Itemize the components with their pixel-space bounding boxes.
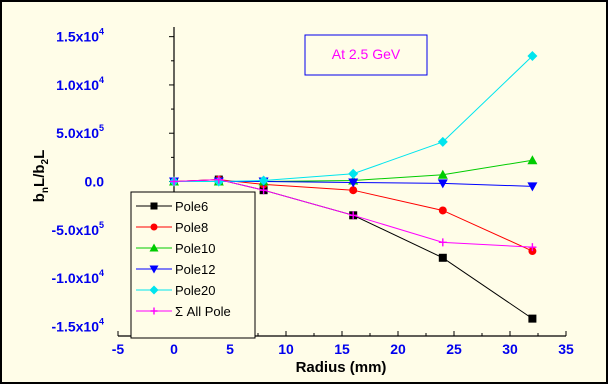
data-point (437, 169, 448, 179)
legend-label: Pole10 (175, 241, 215, 256)
legend-marker (149, 265, 159, 274)
data-point (437, 136, 448, 147)
legend-marker (150, 202, 158, 210)
y-axis-title: bnL/b2L (31, 150, 51, 203)
legend-item: Pole20 (136, 283, 215, 298)
annotation-border (304, 34, 428, 76)
data-point (348, 168, 359, 179)
x-tick-label: 30 (502, 341, 518, 357)
data-point (259, 186, 268, 195)
y-axis-title-part: L (31, 150, 48, 159)
data-point (170, 177, 178, 186)
data-point (438, 253, 447, 262)
y-tick-label: -5.0x105 (52, 220, 105, 238)
legend-label: Pole12 (175, 262, 215, 277)
data-point (527, 182, 538, 192)
data-point (214, 175, 223, 184)
y-axis-title-part: b (31, 193, 48, 202)
series-pole20 (169, 50, 538, 187)
x-axis-title: Radius (mm) (296, 359, 387, 376)
legend-marker (150, 223, 158, 231)
series-all-pole (170, 175, 537, 252)
data-point (528, 243, 537, 252)
legend-label: Pole8 (175, 220, 208, 235)
legend-item: Pole10 (136, 241, 215, 256)
x-tick-label: 10 (278, 341, 294, 357)
legend-label: Pole6 (175, 199, 208, 214)
x-tick-label: 0 (170, 341, 178, 357)
y-axis-title-subscript: 2 (40, 158, 51, 164)
legend-marker (150, 307, 158, 315)
x-tick-label: 35 (558, 341, 574, 357)
legend-item: Pole12 (136, 262, 215, 277)
y-tick-label: 0.0 (85, 174, 105, 190)
legend-box (130, 191, 256, 339)
y-tick-label: 5.0x105 (56, 123, 104, 141)
legend-label: Σ All Pole (175, 304, 231, 319)
data-point (528, 314, 537, 323)
data-point (438, 238, 447, 247)
data-point (527, 50, 538, 61)
data-point (349, 211, 358, 220)
legend-item: Σ All Pole (136, 304, 231, 319)
y-tick-label: 1.0x104 (56, 75, 104, 93)
y-axis-title-subscript: n (40, 187, 51, 193)
y-axis-title-part: L/b (31, 164, 48, 187)
annotation-text: At 2.5 GeV (332, 46, 401, 62)
data-point (349, 186, 358, 195)
data-point (438, 206, 447, 215)
y-tick-label: 1.5x104 (56, 27, 104, 45)
y-tick-label: -1.0x104 (52, 268, 105, 286)
series-line (173, 179, 533, 248)
x-tick-label: 25 (446, 341, 462, 357)
legend-marker (149, 285, 159, 295)
x-tick-label: 5 (226, 341, 234, 357)
legend: Pole6 Pole8 Pole10 Pole12 Pole20 Σ All Pole (130, 191, 256, 339)
series-layer (169, 50, 538, 323)
data-point (527, 155, 538, 165)
data-point (437, 179, 448, 189)
x-tick-label: 20 (390, 341, 406, 357)
data-point (258, 175, 269, 186)
legend-item: Pole6 (136, 199, 208, 214)
x-tick-label: -5 (112, 341, 125, 357)
series-line (174, 55, 533, 182)
legend-label: Pole20 (175, 283, 215, 298)
legend-marker (149, 243, 159, 252)
axis-ticks: -5 0 5 10 15 20 25 30 35 1.5x104 1.0x104 5.0x105 0.0… (52, 27, 574, 357)
annotation-box: At 2.5 GeV (304, 34, 428, 76)
y-tick-label: -1.5x104 (52, 316, 105, 334)
x-tick-label: 15 (334, 341, 350, 357)
data-point (348, 178, 359, 188)
legend-item: Pole8 (136, 220, 208, 235)
